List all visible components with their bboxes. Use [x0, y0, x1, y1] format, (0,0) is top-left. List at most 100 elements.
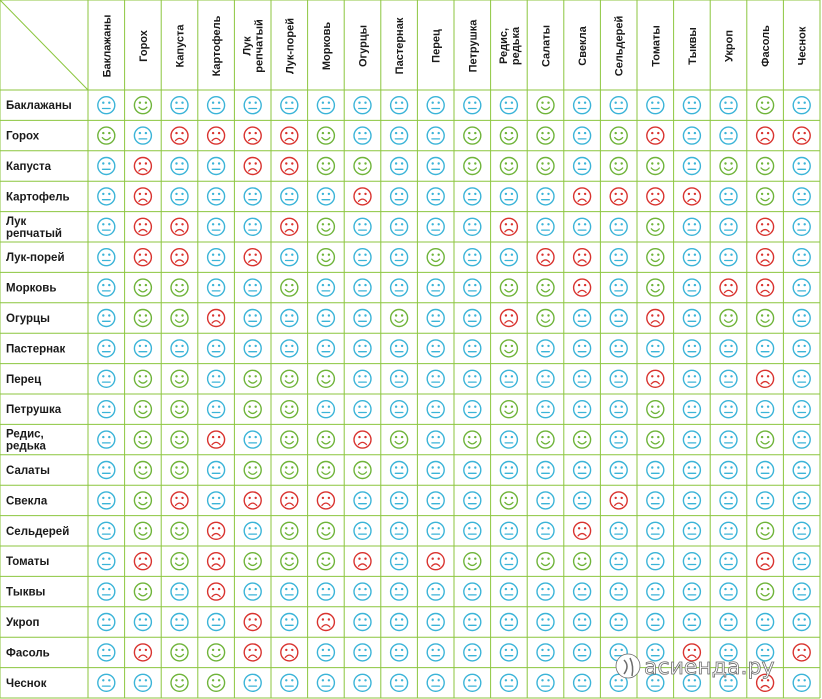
neutral-face-icon [97, 248, 116, 267]
neutral-face-icon [463, 491, 482, 510]
neutral-face-icon [389, 673, 409, 692]
smile-face-icon [316, 156, 336, 176]
sad-face-icon [609, 491, 628, 510]
neutral-face-icon [646, 673, 665, 692]
column-header: Петрушка [467, 19, 479, 73]
neutral-face-icon [426, 643, 445, 662]
neutral-face-icon [170, 187, 189, 206]
neutral-face-icon [792, 582, 811, 601]
neutral-face-icon [536, 339, 555, 358]
column-header: Капуста [175, 24, 187, 68]
sad-face-icon [170, 491, 189, 510]
sad-face-icon [243, 612, 262, 632]
table-cells [97, 95, 811, 692]
sad-face-icon [572, 521, 592, 540]
row-header: Капуста [6, 161, 52, 173]
column-header: Тыквы [687, 27, 699, 65]
neutral-face-icon [609, 248, 628, 267]
smile-face-icon [719, 156, 738, 176]
neutral-face-icon [536, 582, 555, 601]
neutral-face-icon [646, 460, 665, 480]
neutral-face-icon [792, 460, 811, 480]
sad-face-icon [280, 217, 299, 237]
neutral-face-icon [206, 400, 226, 419]
neutral-face-icon [609, 369, 628, 388]
neutral-face-icon [280, 248, 299, 267]
smile-face-icon [170, 521, 189, 540]
smile-face-icon [243, 460, 262, 480]
smile-face-icon [755, 430, 775, 449]
neutral-face-icon [426, 369, 445, 388]
neutral-face-icon [682, 248, 702, 267]
neutral-face-icon [572, 95, 592, 115]
neutral-face-icon [426, 187, 445, 206]
neutral-face-icon [499, 460, 519, 480]
smile-face-icon [316, 521, 336, 540]
neutral-face-icon [646, 612, 665, 632]
neutral-face-icon [792, 278, 811, 297]
smile-face-icon [243, 400, 262, 419]
smile-face-icon [646, 156, 665, 176]
sad-face-icon [755, 248, 775, 267]
smile-face-icon [170, 430, 189, 449]
neutral-face-icon [206, 95, 226, 115]
neutral-face-icon [572, 643, 592, 662]
row-headers: Баклажаны Горох Капуста Картофель Лук репчаты… [6, 100, 72, 690]
sad-face-icon [133, 156, 153, 176]
neutral-face-icon [97, 308, 116, 328]
neutral-face-icon [792, 95, 811, 115]
column-header: Томаты [650, 25, 662, 67]
neutral-face-icon [536, 612, 555, 632]
neutral-face-icon [353, 400, 372, 419]
neutral-face-icon [463, 339, 482, 358]
smile-face-icon [719, 308, 738, 328]
neutral-face-icon [353, 643, 372, 662]
smile-face-icon [499, 491, 519, 510]
neutral-face-icon [682, 217, 702, 237]
neutral-face-icon [719, 491, 738, 510]
sad-face-icon [572, 187, 592, 206]
neutral-face-icon [463, 278, 482, 297]
neutral-face-icon [426, 156, 445, 176]
neutral-face-icon [609, 582, 628, 601]
sad-face-icon [719, 278, 738, 297]
smile-face-icon [755, 521, 775, 540]
neutral-face-icon [792, 248, 811, 267]
neutral-face-icon [463, 95, 482, 115]
sad-face-icon [646, 126, 665, 145]
neutral-face-icon [572, 400, 592, 419]
smile-face-icon [133, 369, 153, 388]
smile-face-icon [536, 156, 555, 176]
neutral-face-icon [719, 95, 738, 115]
neutral-face-icon [389, 552, 409, 571]
neutral-face-icon [792, 400, 811, 419]
neutral-face-icon [719, 248, 738, 267]
neutral-face-icon [353, 217, 372, 237]
neutral-face-icon [170, 612, 189, 632]
neutral-face-icon [609, 612, 628, 632]
neutral-face-icon [426, 217, 445, 237]
neutral-face-icon [682, 460, 702, 480]
smile-face-icon [572, 552, 592, 571]
neutral-face-icon [719, 582, 738, 601]
neutral-face-icon [682, 673, 702, 692]
neutral-face-icon [170, 339, 189, 358]
neutral-face-icon [572, 308, 592, 328]
neutral-face-icon [243, 278, 262, 297]
neutral-face-icon [389, 582, 409, 601]
smile-face-icon [133, 95, 153, 115]
smile-face-icon [499, 156, 519, 176]
smile-face-icon [646, 430, 665, 449]
neutral-face-icon [682, 126, 702, 145]
neutral-face-icon [97, 582, 116, 601]
neutral-face-icon [463, 248, 482, 267]
sad-face-icon [280, 156, 299, 176]
neutral-face-icon [280, 308, 299, 328]
neutral-face-icon [609, 552, 628, 571]
neutral-face-icon [280, 95, 299, 115]
neutral-face-icon [682, 369, 702, 388]
neutral-face-icon [792, 612, 811, 632]
column-header: Морковь [321, 22, 333, 70]
neutral-face-icon [646, 582, 665, 601]
smile-face-icon [755, 156, 775, 176]
